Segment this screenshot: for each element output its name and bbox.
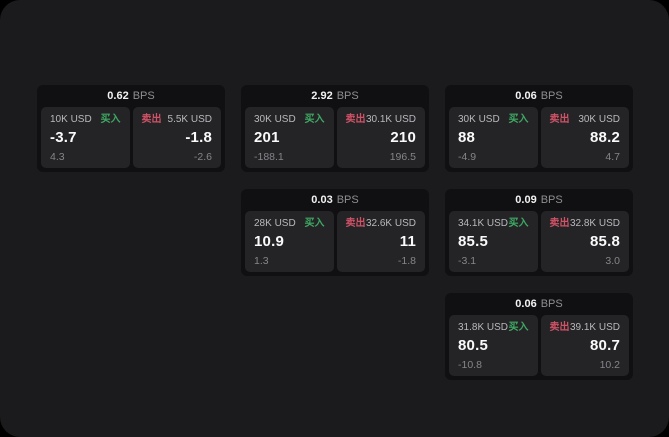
- sell-side-label: 卖出: [345, 114, 366, 125]
- buy-panel[interactable]: 28K USD 买入 10.9 1.3: [245, 211, 334, 272]
- buy-subvalue: -4.9: [458, 151, 477, 163]
- sell-amount: 39.1K USD: [569, 322, 620, 333]
- sell-price: 80.7: [590, 337, 620, 354]
- buy-subvalue: 1.3: [254, 255, 269, 267]
- buy-panel[interactable]: 30K USD 买入 88 -4.9: [449, 107, 538, 168]
- buy-side-label: 买入: [304, 218, 325, 229]
- sell-price: 210: [390, 129, 416, 146]
- buy-amount: 30K USD: [254, 114, 296, 125]
- sell-amount: 5.5K USD: [167, 114, 212, 125]
- buy-subvalue: -3.1: [458, 255, 477, 267]
- sell-price: -1.8: [185, 129, 212, 146]
- buy-amount: 31.8K USD: [458, 322, 509, 333]
- buy-subvalue: -188.1: [254, 151, 284, 163]
- spread-header: 0.09 BPS: [449, 189, 629, 211]
- spread-unit: BPS: [540, 298, 563, 310]
- quote-card: 0.06 BPS 31.8K USD 买入 80.5 -10.8 卖出 39.1K…: [445, 293, 633, 380]
- sell-subvalue: 4.7: [605, 151, 620, 163]
- sell-side-label: 卖出: [549, 218, 570, 229]
- buy-panel[interactable]: 34.1K USD 买入 85.5 -3.1: [449, 211, 538, 272]
- quote-card: 0.62 BPS 10K USD 买入 -3.7 4.3 卖出 5.5K USD …: [37, 85, 225, 172]
- spread-value: 0.62: [107, 90, 129, 102]
- sell-subvalue: -1.8: [397, 255, 416, 267]
- sell-subvalue: 3.0: [605, 255, 620, 267]
- sell-panel[interactable]: 卖出 39.1K USD 80.7 10.2: [540, 315, 629, 376]
- sell-panel[interactable]: 卖出 5.5K USD -1.8 -2.6: [132, 107, 221, 168]
- quote-card: 0.03 BPS 28K USD 买入 10.9 1.3 卖出 32.6K USD…: [241, 189, 429, 276]
- buy-amount: 30K USD: [458, 114, 500, 125]
- buy-price: 85.5: [458, 233, 488, 250]
- buy-price: 88: [458, 129, 476, 146]
- buy-side-label: 买入: [508, 322, 529, 333]
- buy-price: -3.7: [50, 129, 77, 146]
- quote-card: 0.06 BPS 30K USD 买入 88 -4.9 卖出 30K USD 88…: [445, 85, 633, 172]
- buy-amount: 34.1K USD: [458, 218, 509, 229]
- sell-panel[interactable]: 卖出 32.8K USD 85.8 3.0: [540, 211, 629, 272]
- sell-panel[interactable]: 卖出 32.6K USD 11 -1.8: [336, 211, 425, 272]
- buy-panel[interactable]: 30K USD 买入 201 -188.1: [245, 107, 334, 168]
- sell-side-label: 卖出: [345, 218, 366, 229]
- buy-amount: 28K USD: [254, 218, 296, 229]
- buy-side-label: 买入: [304, 114, 325, 125]
- sell-amount: 32.6K USD: [365, 218, 416, 229]
- spread-header: 0.06 BPS: [449, 85, 629, 107]
- spread-unit: BPS: [132, 90, 155, 102]
- sell-price: 11: [399, 233, 416, 250]
- sell-panel[interactable]: 卖出 30K USD 88.2 4.7: [540, 107, 629, 168]
- spread-value: 0.06: [515, 90, 537, 102]
- buy-price: 201: [254, 129, 280, 146]
- spread-unit: BPS: [336, 90, 359, 102]
- spread-unit: BPS: [540, 90, 563, 102]
- buy-subvalue: 4.3: [50, 151, 65, 163]
- sell-subvalue: 10.2: [599, 359, 620, 371]
- spread-value: 0.09: [515, 194, 537, 206]
- spread-header: 0.06 BPS: [449, 293, 629, 315]
- spread-header: 2.92 BPS: [245, 85, 425, 107]
- buy-panel[interactable]: 10K USD 买入 -3.7 4.3: [41, 107, 130, 168]
- spread-unit: BPS: [540, 194, 563, 206]
- sell-amount: 30K USD: [578, 114, 620, 125]
- buy-amount: 10K USD: [50, 114, 92, 125]
- sell-side-label: 卖出: [141, 114, 162, 125]
- sell-price: 88.2: [590, 129, 620, 146]
- buy-side-label: 买入: [508, 218, 529, 229]
- buy-subvalue: -10.8: [458, 359, 482, 371]
- sell-amount: 32.8K USD: [569, 218, 620, 229]
- quote-card: 2.92 BPS 30K USD 买入 201 -188.1 卖出 30.1K U…: [241, 85, 429, 172]
- spread-unit: BPS: [336, 194, 359, 206]
- spread-value: 2.92: [311, 90, 333, 102]
- sell-subvalue: -2.6: [193, 151, 212, 163]
- buy-price: 10.9: [254, 233, 284, 250]
- buy-price: 80.5: [458, 337, 488, 354]
- spread-header: 0.03 BPS: [245, 189, 425, 211]
- sell-price: 85.8: [590, 233, 620, 250]
- buy-side-label: 买入: [508, 114, 529, 125]
- buy-side-label: 买入: [100, 114, 121, 125]
- sell-subvalue: 196.5: [389, 151, 416, 163]
- sell-side-label: 卖出: [549, 114, 570, 125]
- sell-panel[interactable]: 卖出 30.1K USD 210 196.5: [336, 107, 425, 168]
- quote-card: 0.09 BPS 34.1K USD 买入 85.5 -3.1 卖出 32.8K …: [445, 189, 633, 276]
- spread-value: 0.03: [311, 194, 333, 206]
- buy-panel[interactable]: 31.8K USD 买入 80.5 -10.8: [449, 315, 538, 376]
- spread-header: 0.62 BPS: [41, 85, 221, 107]
- spread-value: 0.06: [515, 298, 537, 310]
- sell-side-label: 卖出: [549, 322, 570, 333]
- sell-amount: 30.1K USD: [365, 114, 416, 125]
